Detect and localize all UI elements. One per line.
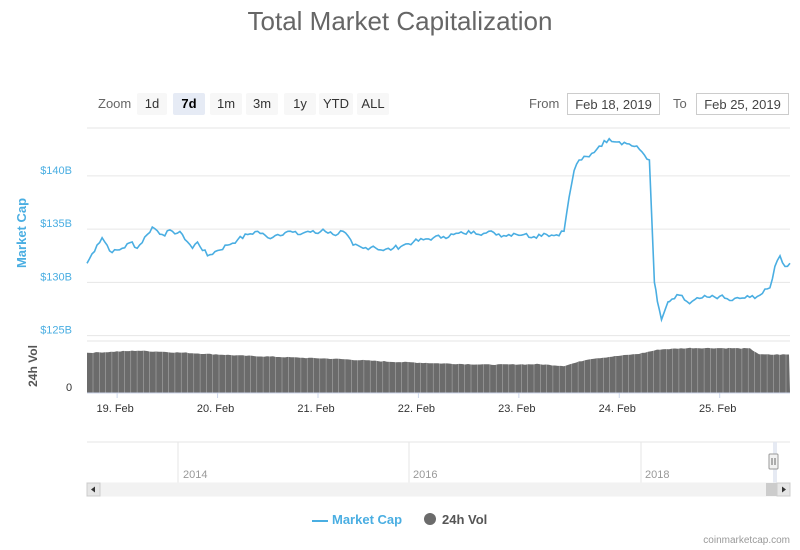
y-axis-tick-labels: $125B $130B $135B $140B <box>40 165 72 337</box>
legend-item-volume[interactable]: 24h Vol <box>424 512 487 527</box>
scrollbar-thumb[interactable] <box>766 483 777 496</box>
y-tick-label: $140B <box>40 165 72 177</box>
legend-circle-icon <box>424 513 436 525</box>
range-to-input[interactable] <box>696 93 789 115</box>
credits-link[interactable]: coinmarketcap.com <box>703 535 790 546</box>
zoom-button-3m[interactable]: 3m <box>246 93 278 115</box>
x-tick-label: 22. Feb <box>398 403 435 415</box>
y-tick-label: $125B <box>40 325 72 337</box>
navigator-handle[interactable] <box>768 453 779 470</box>
zoom-label: Zoom <box>98 96 132 111</box>
scrollbar-right-arrow-icon <box>782 486 786 493</box>
volume-zero-tick-label: 0 <box>66 382 72 394</box>
y-axis-title-market-cap: Market Cap <box>14 198 29 268</box>
navigator[interactable]: 2014 2016 2018 <box>87 441 790 483</box>
y-axis-title-volume: 24h Vol <box>26 345 40 387</box>
scrollbar[interactable] <box>86 482 791 497</box>
chart-title: Total Market Capitalization <box>247 6 553 36</box>
range-to-label: To <box>673 96 687 111</box>
zoom-button-ytd[interactable]: YTD <box>319 93 353 115</box>
navigator-tick-2014: 2014 <box>183 469 207 481</box>
y-tick-label: $135B <box>40 218 72 230</box>
volume-series-area <box>87 347 790 393</box>
x-axis-tick-labels: 19. Feb 20. Feb 21. Feb 22. Feb 23. Feb 24. F… <box>96 393 736 415</box>
scrollbar-left-arrow-icon <box>91 486 95 493</box>
legend-label-volume: 24h Vol <box>442 512 488 527</box>
x-tick-label: 23. Feb <box>498 403 535 415</box>
zoom-button-1d[interactable]: 1d <box>137 93 167 115</box>
legend-line-icon <box>312 519 328 522</box>
market-cap-series-line <box>86 137 791 323</box>
zoom-button-all[interactable]: ALL <box>357 93 389 115</box>
market-cap-chart[interactable]: $125B$130B$135B$140B Market Cap 24h Vol … <box>0 0 800 505</box>
legend-label-market-cap: Market Cap <box>332 512 403 527</box>
x-tick-label: 25. Feb <box>699 403 736 415</box>
navigator-tick-2018: 2018 <box>645 469 669 481</box>
x-tick-label: 24. Feb <box>599 403 636 415</box>
zoom-button-7d[interactable]: 7d <box>173 93 205 115</box>
x-tick-label: 20. Feb <box>197 403 234 415</box>
volume-bar-separators <box>92 345 787 393</box>
navigator-tick-2016: 2016 <box>413 469 437 481</box>
x-tick-label: 19. Feb <box>96 403 133 415</box>
x-tick-label: 21. Feb <box>297 403 334 415</box>
legend-item-market-cap[interactable]: Market Cap <box>312 512 402 527</box>
zoom-button-1m[interactable]: 1m <box>210 93 242 115</box>
grid-lines <box>87 127 790 342</box>
scrollbar-track[interactable] <box>86 482 791 497</box>
range-from-label: From <box>529 96 560 111</box>
zoom-button-1y[interactable]: 1y <box>284 93 316 115</box>
y-tick-label: $130B <box>40 271 72 283</box>
range-from-input[interactable] <box>567 93 660 115</box>
